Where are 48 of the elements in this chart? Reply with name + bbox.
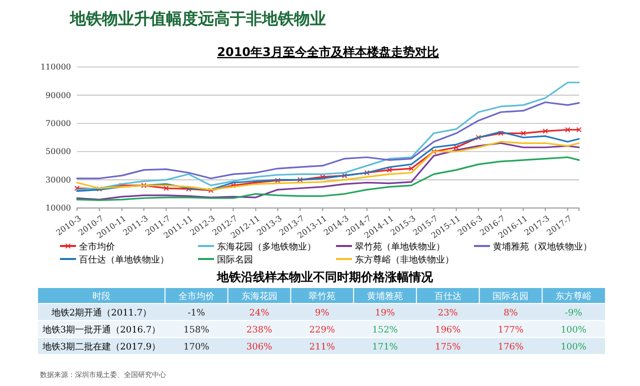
text: 158%	[184, 326, 210, 336]
text: 238%	[246, 326, 272, 336]
text: 19%	[374, 308, 396, 318]
legend-label: 黄埔雅苑（双地铁物业）	[493, 242, 592, 252]
legend-label: 百仕达（单地铁物业）	[79, 254, 169, 266]
category-label: 黄埔雅苑	[367, 291, 403, 302]
legend-label: 东海花园（多地铁物业）	[217, 242, 316, 252]
text: 9%	[315, 308, 330, 318]
text: -1%	[188, 308, 206, 318]
text: 177%	[498, 326, 524, 336]
text: 196%	[434, 326, 461, 336]
text: 175%	[434, 342, 461, 352]
category-label: 地铁2期开通（2011.7）	[51, 308, 152, 318]
text: 23%	[438, 308, 458, 318]
y-tick-label: 70000	[46, 118, 71, 128]
text: 170%	[184, 342, 210, 352]
legend-label: 国际名园	[217, 254, 253, 266]
text: 229%	[309, 326, 336, 336]
text: 地铁沿线样本物业不同时期价格涨幅情况	[216, 270, 434, 284]
category-label: 全市均价	[178, 291, 214, 302]
category-label: 翠竹苑	[308, 291, 336, 302]
y-tick-label: 90000	[46, 90, 71, 100]
text: 24%	[249, 308, 270, 318]
text: 100%	[560, 342, 586, 352]
legend-label: 翠竹苑（单地铁物业）	[355, 242, 445, 252]
category-label: 地铁3期二批在建（2017.9）	[42, 342, 161, 352]
category-label: 百仕达	[434, 291, 462, 302]
category-label: 国际名园	[492, 291, 529, 302]
text: 100%	[560, 326, 586, 336]
category-label: 时段	[92, 291, 110, 302]
y-tick-label: 110000	[40, 62, 71, 72]
text: 211%	[309, 342, 336, 352]
text: 306%	[246, 342, 272, 352]
text: 171%	[372, 342, 398, 352]
y-tick-label: 50000	[46, 147, 71, 156]
category-label: 东海花园	[241, 291, 278, 302]
text: 地铁物业升值幅度远高于非地铁物业	[69, 9, 326, 28]
text: 176%	[498, 342, 524, 352]
text: 8%	[504, 308, 518, 318]
y-tick-label: 10000	[46, 204, 71, 213]
text: 152%	[372, 326, 398, 336]
chart-title: 2010年3月至今全市及样本楼盘走势对比	[217, 45, 439, 59]
legend-label: 东方尊峪（非地铁物业）	[355, 254, 454, 266]
y-tick-label: 30000	[46, 175, 71, 184]
text: -9%	[564, 308, 582, 318]
category-label: 东方尊峪	[556, 291, 592, 302]
legend-label: 全市均价	[79, 242, 115, 252]
category-label: 地铁3期一批开通（2016.7）	[42, 326, 161, 336]
